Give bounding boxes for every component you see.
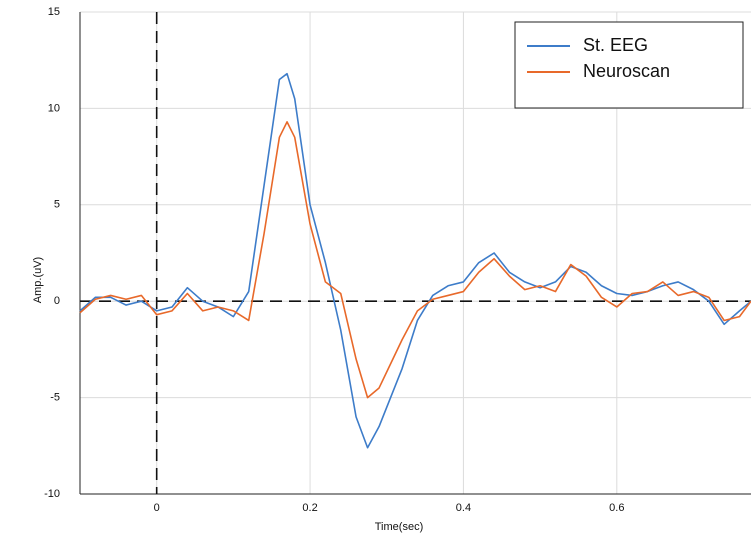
y-tick-label: 10 [48,102,60,114]
y-axis-label: Amp.(uV) [32,257,44,303]
y-tick-label: 5 [54,199,60,211]
x-tick-label: 0.6 [609,502,624,514]
y-tick-label: -5 [50,392,60,404]
y-tick-label: -10 [44,488,60,500]
data-line [79,121,751,399]
y-tick-label: 0 [54,295,60,307]
x-tick-label: 0.4 [456,502,471,514]
legend-label: St. EEG [583,35,648,55]
x-axis-label: Time(sec) [375,521,423,533]
x-tick-label: 0 [154,502,160,514]
data-line [79,72,751,449]
legend-label: Neuroscan [583,61,670,81]
x-tick-label: 0.2 [302,502,317,514]
y-tick-label: 15 [48,6,60,18]
legend-box [514,21,744,109]
